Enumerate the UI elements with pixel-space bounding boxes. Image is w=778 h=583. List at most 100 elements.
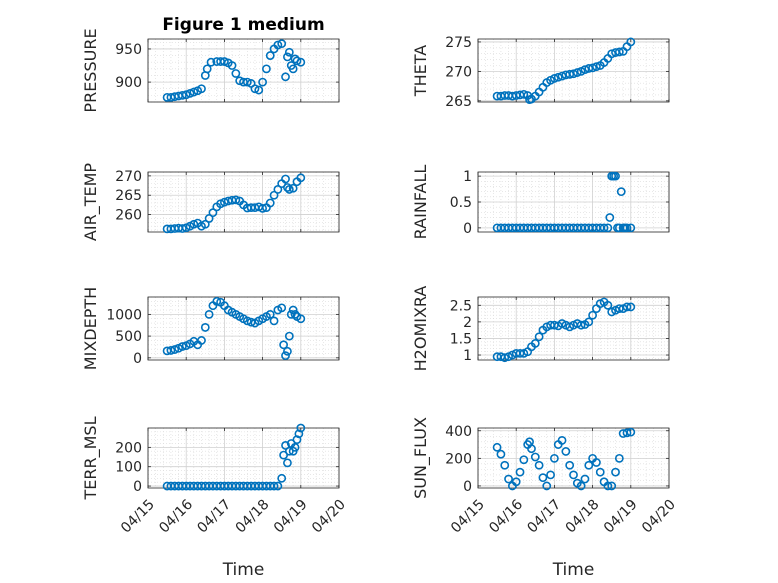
y-tick-label: 900	[115, 75, 142, 91]
data-point	[557, 436, 567, 445]
data-point	[290, 309, 300, 319]
data-point	[607, 481, 617, 491]
data-point	[265, 309, 275, 319]
data-point	[622, 428, 632, 438]
data-point	[208, 208, 218, 218]
data-point	[269, 316, 279, 326]
data-point	[273, 40, 283, 50]
data-point	[277, 303, 287, 313]
data-point	[181, 90, 191, 100]
data-point	[296, 57, 306, 67]
data-point	[189, 87, 199, 97]
subplot-6: 11.522.5 H2OMIXRA	[411, 286, 670, 372]
data-point	[283, 183, 292, 192]
y-tick-label: 260	[115, 208, 142, 224]
data-point	[519, 455, 529, 465]
data-point	[288, 183, 298, 193]
data-point	[626, 427, 636, 437]
data-point	[277, 39, 287, 49]
data-point	[185, 88, 195, 98]
data-point	[202, 64, 212, 74]
data-point	[599, 223, 609, 233]
y-axis-label: H2OMIXRA	[411, 286, 430, 372]
data-point	[279, 340, 289, 350]
data-point	[250, 84, 260, 94]
data-point	[258, 77, 267, 87]
data-point	[242, 77, 252, 87]
axes-box	[147, 38, 340, 103]
data-point	[284, 331, 294, 341]
data-point	[565, 69, 575, 79]
data-point	[584, 64, 594, 73]
data-point	[588, 63, 597, 73]
data-point	[622, 302, 632, 312]
data-point	[504, 474, 513, 484]
data-point	[189, 219, 199, 229]
y-axis-label: MIXDEPTH	[81, 287, 100, 370]
data-point	[288, 305, 298, 315]
data-point	[603, 223, 613, 233]
data-point	[204, 214, 214, 223]
data-point	[614, 47, 624, 57]
chart-title: Figure 1 medium	[162, 15, 324, 35]
y-tick-label: 0	[463, 479, 472, 495]
data-point	[572, 68, 582, 77]
y-axis-label: RAINFALL	[411, 165, 430, 240]
data-point	[294, 429, 304, 439]
y-tick-label: 270	[445, 64, 472, 80]
y-tick-label: 100	[115, 460, 142, 476]
y-axis-label: PRESSURE	[81, 28, 100, 112]
data-point	[550, 453, 559, 463]
data-point	[557, 71, 567, 81]
data-point	[576, 320, 586, 330]
y-tick-label: 500	[115, 329, 142, 345]
y-tick-label: 950	[115, 42, 142, 58]
data-point	[626, 302, 636, 312]
data-point	[515, 467, 525, 477]
data-point	[242, 316, 252, 326]
subplot-4: 0 0.5 1 RAINFALL	[411, 165, 670, 240]
y-tick-label: 270	[115, 169, 142, 185]
y-tick-label: 0	[133, 479, 142, 495]
axes-box	[147, 171, 340, 233]
data-point	[292, 435, 302, 445]
data-point	[530, 452, 540, 462]
y-tick-label: 0.5	[450, 195, 472, 211]
x-axis-label: Time	[222, 560, 265, 580]
data-point	[626, 223, 636, 233]
data-point	[588, 310, 597, 320]
data-point	[546, 470, 555, 480]
data-point	[281, 72, 290, 82]
data-point	[177, 90, 187, 100]
data-point	[219, 197, 229, 207]
data-point	[605, 213, 615, 222]
data-point	[279, 450, 289, 460]
y-tick-label: 1	[463, 169, 472, 185]
data-point	[277, 473, 287, 483]
y-tick-label: 275	[445, 35, 472, 51]
y-tick-label: 1000	[106, 307, 142, 323]
y-tick-label: 2	[463, 315, 472, 331]
data-point	[212, 296, 222, 306]
data-point	[292, 56, 302, 66]
y-axis-label: SUN_FLUX	[411, 417, 431, 499]
data-point	[538, 473, 548, 483]
data-point	[616, 187, 626, 197]
data-point	[542, 481, 552, 491]
data-point	[273, 185, 283, 194]
subplot-3: 260 265 270 AIR_TEMP	[81, 163, 340, 241]
data-point	[519, 89, 529, 99]
y-tick-label: 265	[445, 94, 472, 110]
data-point	[200, 323, 210, 332]
y-axis-label: AIR_TEMP	[81, 163, 101, 241]
data-point	[576, 481, 586, 491]
data-point	[281, 174, 290, 184]
data-point	[584, 317, 594, 327]
data-point	[511, 477, 521, 487]
data-point	[530, 339, 540, 348]
data-point	[595, 467, 605, 477]
data-point	[534, 332, 544, 342]
data-point	[527, 444, 536, 454]
data-point	[265, 198, 275, 208]
